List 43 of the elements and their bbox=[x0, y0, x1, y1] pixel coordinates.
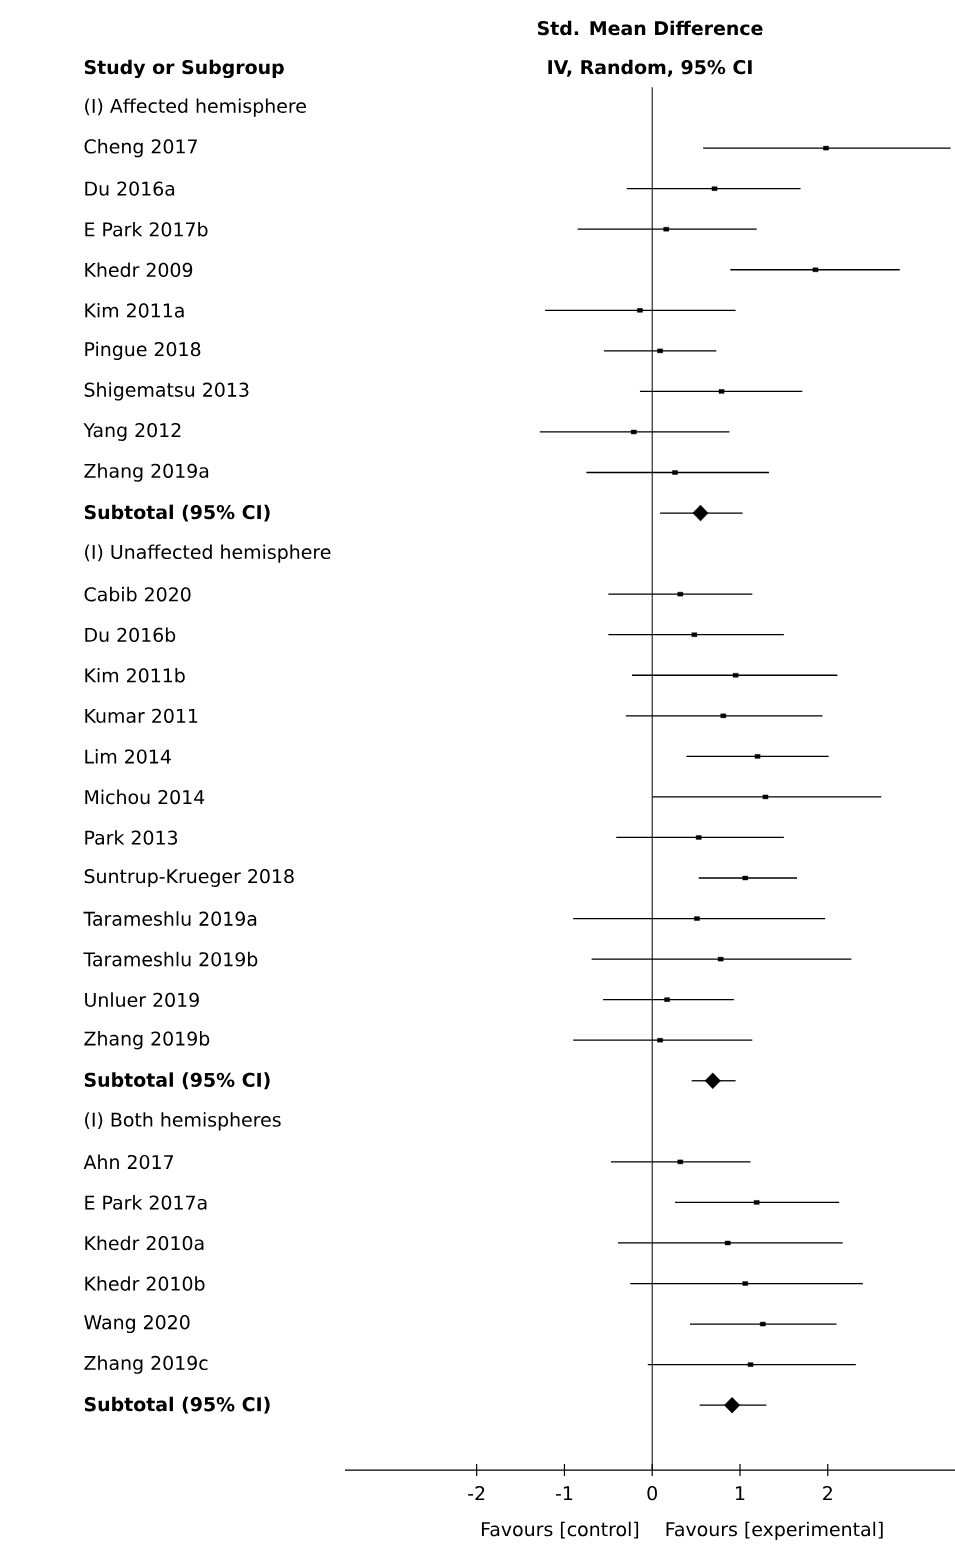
y-tick-label: Lim 2014 bbox=[85, 749, 171, 764]
y-axis-title: Study or Subgroup bbox=[84, 59, 284, 79]
x-tick-label: -1 bbox=[555, 1486, 573, 1501]
text: Favours [experimental] bbox=[666, 1521, 883, 1540]
y-tick-label: Subtotal (95% CI) bbox=[84, 504, 270, 522]
y-tick-label: Kumar 2011 bbox=[85, 708, 198, 723]
chart-subtitle: IV, Random, 95% CI bbox=[548, 59, 752, 77]
y-tick-label: Tarameshlu 2019b bbox=[83, 951, 258, 967]
y-tick-label: Yang 2012 bbox=[83, 422, 181, 441]
x-tick-label: 0 bbox=[647, 1486, 657, 1501]
y-tick-label: Tarameshlu 2019a bbox=[83, 911, 257, 926]
x-tick-label: -2 bbox=[468, 1486, 485, 1501]
y-tick-label: Du 2016b bbox=[85, 627, 176, 643]
chart-title: Std. Mean Difference bbox=[537, 20, 763, 36]
y-tick-label: Ahn 2017 bbox=[83, 1154, 173, 1170]
y-tick-label: Kim 2011a bbox=[85, 303, 184, 318]
y-tick-label: E Park 2017b bbox=[85, 221, 208, 237]
y-tick-label: (I) Affected hemisphere bbox=[85, 98, 306, 117]
y-tick-label: (I) Both hemispheres bbox=[85, 1112, 281, 1131]
y-tick-label: Subtotal (95% CI) bbox=[84, 1396, 270, 1414]
x-tick-label: 1 bbox=[736, 1486, 745, 1501]
y-tick-label: Kim 2011b bbox=[85, 667, 185, 683]
y-tick-label: Cabib 2020 bbox=[84, 586, 191, 602]
y-tick-label: Du 2016a bbox=[85, 181, 175, 196]
text: Favours [control] bbox=[481, 1521, 639, 1539]
y-tick-label: Cheng 2017 bbox=[84, 138, 197, 158]
y-tick-label: Unluer 2019 bbox=[85, 992, 199, 1007]
y-tick-label: Khedr 2010a bbox=[85, 1235, 204, 1251]
y-tick-label: Pingue 2018 bbox=[85, 341, 201, 361]
y-tick-label: (I) Unaffected hemisphere bbox=[85, 544, 331, 563]
y-tick-label: Khedr 2009 bbox=[85, 262, 193, 278]
y-tick-label: Michou 2014 bbox=[85, 789, 205, 805]
y-tick-label: Khedr 2010b bbox=[85, 1276, 205, 1291]
y-tick-label: Zhang 2019a bbox=[84, 463, 209, 482]
y-tick-label: Wang 2020 bbox=[84, 1315, 190, 1334]
y-tick-label: Park 2013 bbox=[85, 830, 178, 845]
y-tick-label: Subtotal (95% CI) bbox=[84, 1072, 270, 1090]
y-tick-label: Suntrup-Krueger 2018 bbox=[84, 869, 294, 888]
y-tick-label: Shigematsu 2013 bbox=[84, 382, 249, 401]
y-tick-label: Zhang 2019c bbox=[84, 1355, 208, 1374]
y-tick-label: Zhang 2019b bbox=[84, 1031, 210, 1050]
x-tick-label: 2 bbox=[823, 1486, 832, 1501]
y-tick-label: E Park 2017a bbox=[85, 1195, 207, 1210]
